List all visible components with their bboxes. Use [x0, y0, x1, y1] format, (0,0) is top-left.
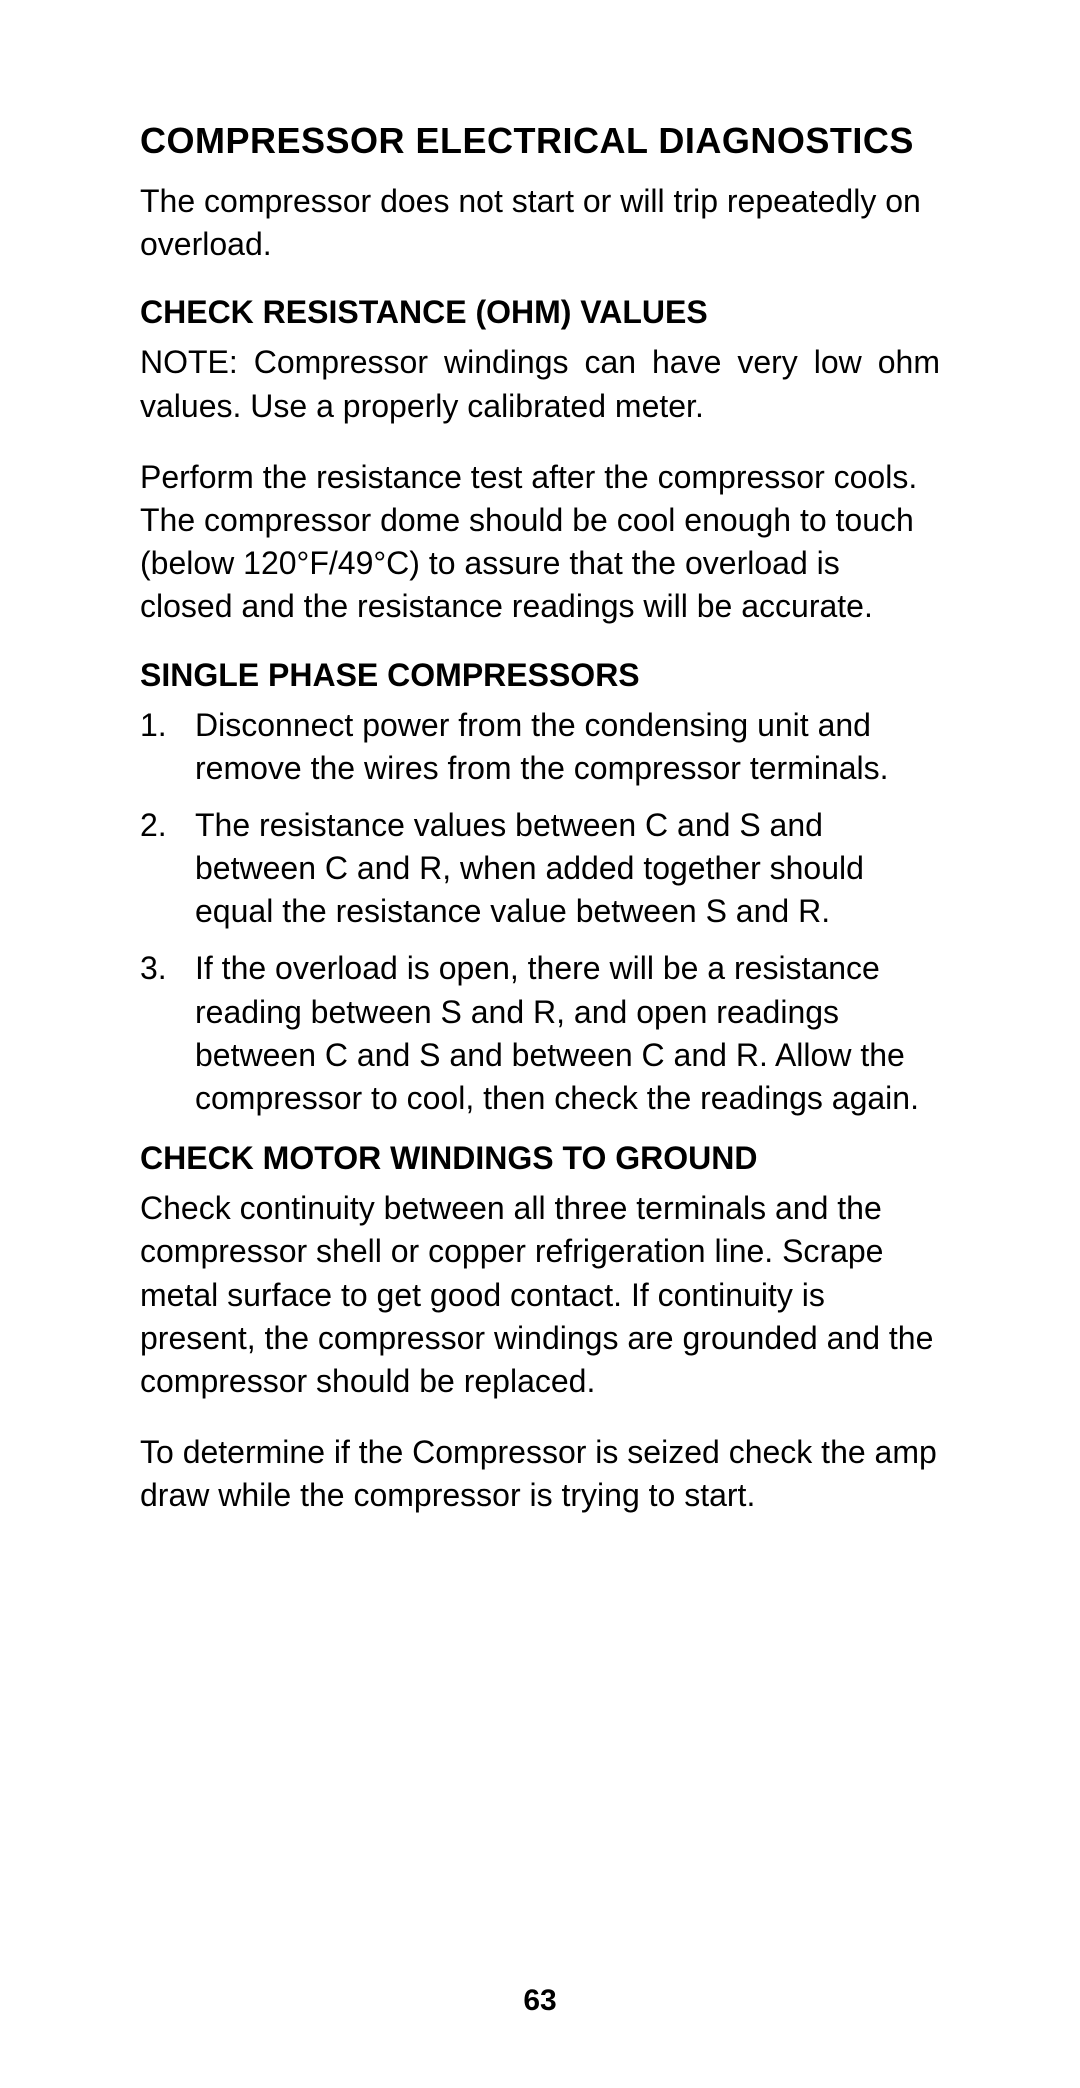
intro-text: The compressor does not start or will tr…	[140, 180, 940, 266]
section-heading-windings: CHECK MOTOR WINDINGS TO GROUND	[140, 1140, 940, 1177]
section-heading-single-phase: SINGLE PHASE COMPRESSORS	[140, 657, 940, 694]
note-text: NOTE: Compressor windings can have very …	[140, 341, 940, 427]
windings-para1: Check continuity between all three termi…	[140, 1187, 940, 1403]
document-page: COMPRESSOR ELECTRICAL DIAGNOSTICS The co…	[0, 0, 1080, 2088]
section-heading-resistance: CHECK RESISTANCE (OHM) VALUES	[140, 294, 940, 331]
step-item: The resistance values between C and S an…	[140, 804, 940, 934]
page-title: COMPRESSOR ELECTRICAL DIAGNOSTICS	[140, 120, 940, 162]
step-item: Disconnect power from the condensing uni…	[140, 704, 940, 790]
steps-list: Disconnect power from the condensing uni…	[140, 704, 940, 1121]
page-number: 63	[0, 1984, 1080, 2018]
step-item: If the overload is open, there will be a…	[140, 947, 940, 1120]
resistance-para: Perform the resistance test after the co…	[140, 456, 940, 629]
windings-para2: To determine if the Compressor is seized…	[140, 1431, 940, 1517]
